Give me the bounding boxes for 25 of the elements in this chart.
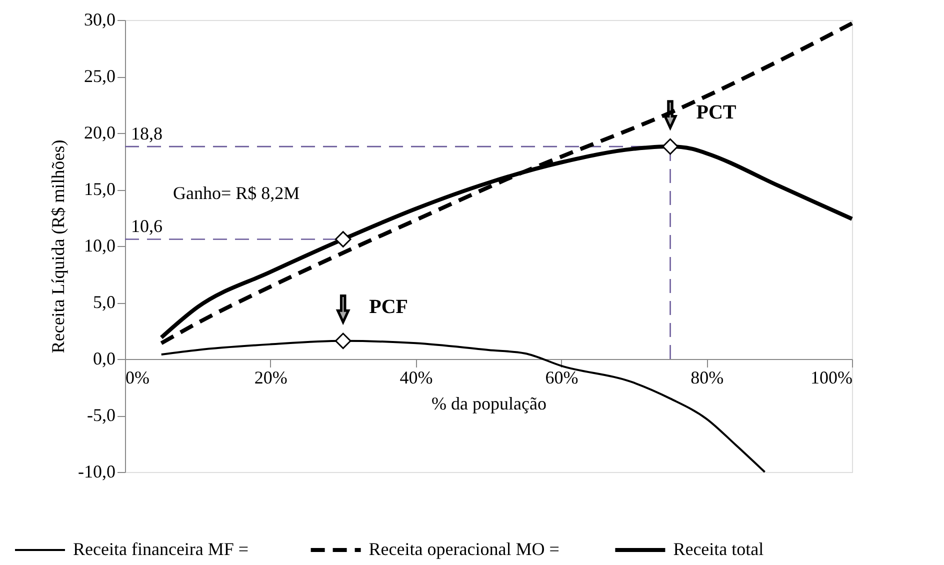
legend-label: Receita total: [673, 539, 764, 559]
legend-label: Receita financeira MF =: [73, 539, 249, 559]
ref-line-label: 10,6: [131, 216, 162, 236]
annotation: Ganho= R$ 8,2M: [173, 183, 300, 204]
y-tick-label: 25,0: [84, 66, 116, 86]
y-tick-label: -10,0: [78, 462, 116, 482]
x-tick-label: 0%: [126, 368, 150, 388]
y-tick-label: 20,0: [84, 122, 116, 142]
x-tick-label: 80%: [690, 368, 724, 388]
annotation: PCF: [369, 296, 408, 318]
x-tick-label: 100%: [810, 368, 852, 388]
y-axis-title: Receita Líquida (R$ milhões): [48, 140, 68, 354]
x-axis-title: % da população: [432, 394, 546, 414]
y-tick-label: 15,0: [84, 179, 116, 199]
x-tick-label: 60%: [545, 368, 578, 388]
annotation: PCT: [696, 102, 737, 124]
legend-label: Receita operacional MO =: [368, 539, 560, 559]
y-tick-label: 5,0: [93, 292, 116, 312]
y-tick-label: 30,0: [84, 10, 116, 30]
x-tick-label: 20%: [254, 368, 288, 388]
x-tick-label: 40%: [400, 368, 433, 388]
y-tick-label: -5,0: [87, 405, 116, 425]
y-tick-label: 0,0: [93, 348, 116, 368]
ref-line-label: 18,8: [131, 124, 162, 144]
y-tick-label: 10,0: [84, 236, 116, 256]
